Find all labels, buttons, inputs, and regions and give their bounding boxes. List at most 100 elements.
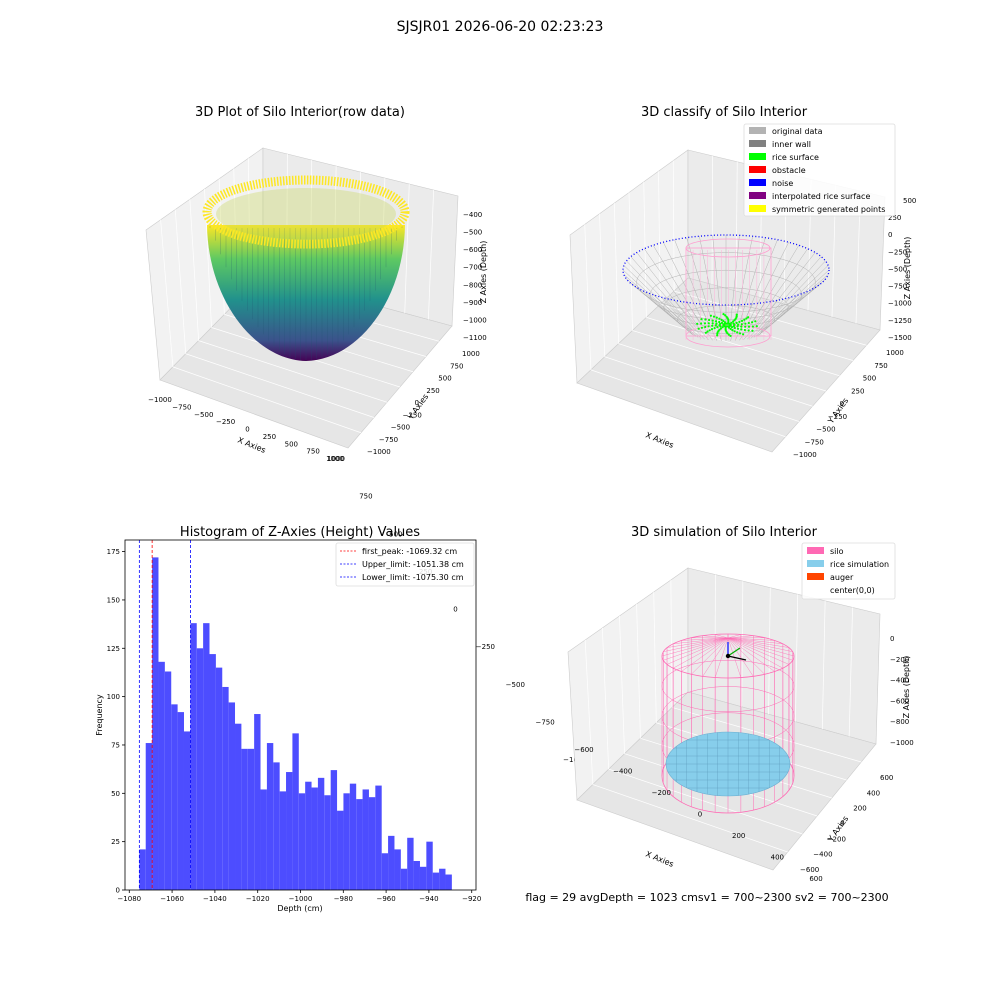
histogram-bar-39 bbox=[388, 836, 394, 890]
histogram-bar-45 bbox=[426, 842, 432, 890]
plot2-xtick-3: −250 bbox=[476, 643, 495, 651]
histogram-bar-13 bbox=[222, 687, 228, 890]
histogram-bar-29 bbox=[324, 795, 330, 890]
plot4-ztick-0: 0 bbox=[890, 635, 894, 643]
plot2-rice-point-108 bbox=[742, 333, 744, 335]
plot4-title: 3D simulation of Silo Interior bbox=[631, 525, 818, 540]
plot2-legend-swatch-4 bbox=[749, 179, 766, 186]
histogram-ytick-label-6: 150 bbox=[107, 596, 120, 604]
histogram-bar-41 bbox=[401, 869, 407, 890]
plot2-legend-frame bbox=[744, 124, 895, 216]
plot2-rice-point-93 bbox=[752, 325, 754, 327]
plot1-zlabel: Z Axies (Depth) bbox=[479, 241, 488, 304]
plot2-rice-point-98 bbox=[698, 328, 700, 330]
plot2-ytick-8: 1000 bbox=[886, 349, 904, 357]
plot4-legend-swatch-2 bbox=[807, 573, 824, 580]
plot2-rice-point-102 bbox=[722, 313, 724, 315]
plot4-xtick-1: −400 bbox=[613, 768, 632, 776]
plot1-xtick-0: −1000 bbox=[148, 396, 172, 404]
plot1-ztick-1: −500 bbox=[463, 229, 482, 237]
plot2-rice-point-21 bbox=[719, 323, 721, 325]
plot2-rice-point-29 bbox=[730, 328, 732, 330]
histogram-xtick-label-7: −940 bbox=[419, 895, 438, 903]
plot2-rice-point-69 bbox=[734, 330, 736, 332]
figure-footer: flag = 29 avgDepth = 1023 cmsv1 = 700~23… bbox=[525, 891, 888, 904]
histogram-bar-27 bbox=[312, 788, 318, 890]
plot2-legend-swatch-6 bbox=[749, 205, 766, 212]
plot2-rice-point-55 bbox=[737, 328, 739, 330]
plot2-rice-point-65 bbox=[741, 320, 743, 322]
histogram-bar-28 bbox=[318, 778, 324, 890]
histogram-bar-0 bbox=[139, 849, 145, 890]
histogram-bar-19 bbox=[261, 789, 267, 890]
plot-3d-simulation: 3D simulation of Silo Interior −600−400−… bbox=[568, 525, 914, 883]
plot2-rice-point-82 bbox=[736, 331, 738, 333]
plot1-xtick-5: 250 bbox=[263, 433, 276, 441]
plot2-legend-swatch-0 bbox=[749, 127, 766, 134]
plot2-rice-point-22 bbox=[721, 322, 723, 324]
histogram-ytick-label-0: 0 bbox=[116, 887, 120, 895]
plot2-rice-point-80 bbox=[748, 326, 750, 328]
plot2-rice-point-53 bbox=[741, 323, 743, 325]
histogram-bar-1 bbox=[146, 743, 152, 890]
plot2-legend-swatch-1 bbox=[749, 140, 766, 147]
plot2-rice-point-99 bbox=[696, 323, 698, 325]
plot1-xtick-1: −750 bbox=[172, 403, 191, 411]
histogram-xtick-label-1: −1060 bbox=[160, 895, 184, 903]
plot1-ztick-0: −400 bbox=[463, 211, 482, 219]
plot2-ztick-1: 0 bbox=[888, 231, 892, 239]
plot2-rice-point-42 bbox=[731, 329, 733, 331]
plot2-legend-label-2: rice surface bbox=[772, 153, 819, 162]
plot2-rice-point-86 bbox=[700, 322, 702, 324]
plot4-ytick-6: 600 bbox=[880, 774, 893, 782]
histogram-legend-label-0: first_peak: -1069.32 cm bbox=[362, 547, 457, 556]
plot3-bars bbox=[139, 557, 452, 890]
plot2-rice-point-95 bbox=[739, 332, 741, 334]
plot2-rice-point-41 bbox=[737, 325, 739, 327]
plot4-legend-swatch-0 bbox=[807, 547, 824, 554]
plot1-xtick-6: 500 bbox=[285, 440, 298, 448]
histogram-bar-5 bbox=[171, 704, 177, 890]
plot2-rice-point-52 bbox=[738, 321, 740, 323]
histogram-bar-33 bbox=[350, 784, 356, 890]
histogram-bar-4 bbox=[165, 671, 171, 890]
plot1-ytick-8: 1000 bbox=[462, 350, 480, 358]
histogram-bar-18 bbox=[254, 714, 260, 890]
plot2-rice-point-66 bbox=[744, 323, 746, 325]
plot4-legend-label-2: auger bbox=[830, 573, 854, 582]
histogram-bar-25 bbox=[299, 793, 305, 890]
plot2-xtick-7: 750 bbox=[359, 493, 372, 501]
plot2-rice-point-72 bbox=[704, 326, 706, 328]
plot2-legend-label-4: noise bbox=[772, 179, 793, 188]
plot2-legend-label-3: obstacle bbox=[772, 166, 806, 175]
plot2-rice-point-68 bbox=[740, 328, 742, 330]
plot4-ytick-4: 200 bbox=[853, 805, 866, 813]
plot1-xtick-3: −250 bbox=[216, 418, 235, 426]
plot4-ytick-1: −400 bbox=[813, 851, 832, 859]
plot1-ytick-7: 750 bbox=[450, 362, 463, 370]
plot2-rice-point-48 bbox=[715, 320, 717, 322]
plot2-rice-point-54 bbox=[740, 326, 742, 328]
histogram-bar-16 bbox=[241, 749, 247, 890]
plot2-ytick-2: −500 bbox=[816, 426, 835, 434]
histogram-bar-9 bbox=[197, 648, 203, 890]
histogram-bar-21 bbox=[273, 762, 279, 890]
plot2-ztick-5: −1000 bbox=[888, 300, 912, 308]
histogram-bar-38 bbox=[382, 853, 388, 890]
plot2-rice-point-60 bbox=[708, 322, 710, 324]
plot4-xtick-5: 400 bbox=[771, 854, 784, 862]
histogram-legend-label-2: Lower_limit: -1075.30 cm bbox=[362, 573, 464, 582]
plot2-rice-point-28 bbox=[734, 327, 736, 329]
histogram-bar-37 bbox=[375, 786, 381, 890]
histogram-xtick-label-5: −980 bbox=[334, 895, 353, 903]
plot2-rice-point-73 bbox=[704, 322, 706, 324]
plot2-xtick-1: −750 bbox=[535, 718, 554, 726]
histogram-bar-44 bbox=[420, 867, 426, 890]
plot2-rice-point-88 bbox=[713, 316, 715, 318]
histogram-bar-35 bbox=[363, 789, 369, 890]
plot1-title: 3D Plot of Silo Interior(row data) bbox=[195, 105, 405, 120]
plot2-rice-point-27 bbox=[733, 324, 735, 326]
